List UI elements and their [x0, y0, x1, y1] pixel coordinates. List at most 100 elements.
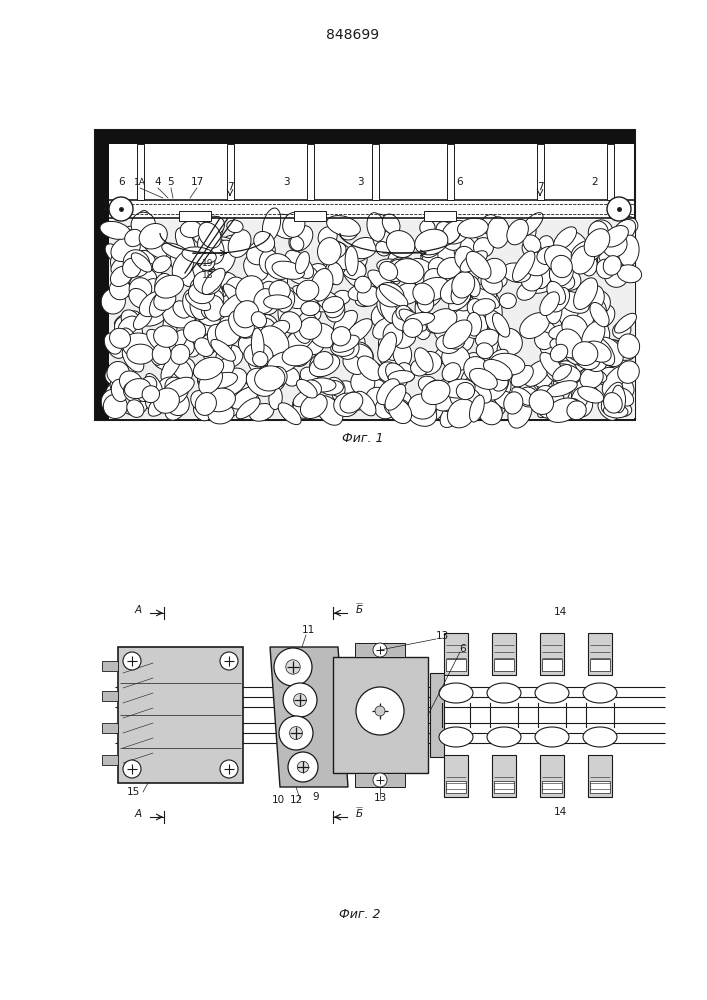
Ellipse shape	[325, 261, 341, 284]
Ellipse shape	[105, 380, 128, 405]
Ellipse shape	[206, 271, 227, 290]
Ellipse shape	[320, 264, 339, 284]
Ellipse shape	[604, 404, 628, 418]
Ellipse shape	[436, 263, 470, 287]
Ellipse shape	[469, 367, 497, 388]
Ellipse shape	[594, 337, 624, 367]
Ellipse shape	[415, 291, 431, 322]
Ellipse shape	[449, 291, 471, 311]
Ellipse shape	[436, 380, 454, 398]
Ellipse shape	[535, 727, 569, 747]
Ellipse shape	[472, 299, 496, 315]
Circle shape	[220, 652, 238, 670]
Bar	[380, 220, 635, 418]
Ellipse shape	[566, 253, 585, 269]
Ellipse shape	[452, 365, 472, 381]
Ellipse shape	[436, 222, 461, 250]
Ellipse shape	[537, 236, 554, 255]
Ellipse shape	[255, 366, 285, 391]
Ellipse shape	[193, 357, 223, 380]
Ellipse shape	[382, 214, 400, 234]
Ellipse shape	[571, 314, 595, 341]
Ellipse shape	[597, 259, 614, 279]
Ellipse shape	[110, 328, 131, 348]
Ellipse shape	[180, 259, 203, 285]
Ellipse shape	[344, 344, 373, 367]
Ellipse shape	[556, 301, 580, 330]
Text: 1: 1	[102, 202, 108, 212]
Ellipse shape	[564, 348, 587, 365]
Ellipse shape	[592, 337, 614, 366]
Circle shape	[356, 687, 404, 735]
Ellipse shape	[232, 296, 251, 317]
Ellipse shape	[277, 289, 295, 312]
Ellipse shape	[247, 350, 274, 377]
Ellipse shape	[139, 291, 168, 317]
Ellipse shape	[244, 343, 273, 367]
Text: 13: 13	[373, 793, 387, 803]
Ellipse shape	[190, 294, 209, 320]
Ellipse shape	[129, 278, 152, 300]
Ellipse shape	[599, 244, 625, 267]
Ellipse shape	[247, 240, 275, 265]
Ellipse shape	[195, 244, 222, 270]
Ellipse shape	[554, 227, 576, 250]
Ellipse shape	[300, 367, 318, 384]
Ellipse shape	[457, 368, 476, 384]
Ellipse shape	[182, 247, 216, 264]
Ellipse shape	[584, 290, 610, 316]
Ellipse shape	[602, 233, 627, 257]
Ellipse shape	[203, 346, 219, 362]
Ellipse shape	[581, 254, 597, 276]
Ellipse shape	[439, 683, 473, 703]
Ellipse shape	[146, 269, 163, 286]
Ellipse shape	[413, 283, 434, 305]
Ellipse shape	[383, 258, 416, 282]
Ellipse shape	[229, 285, 252, 310]
Ellipse shape	[118, 282, 132, 296]
Ellipse shape	[170, 357, 192, 381]
Ellipse shape	[199, 368, 223, 394]
Ellipse shape	[384, 309, 409, 332]
Ellipse shape	[590, 342, 620, 364]
Ellipse shape	[265, 341, 288, 360]
Ellipse shape	[312, 297, 332, 312]
Ellipse shape	[363, 379, 388, 405]
Ellipse shape	[208, 304, 228, 320]
Ellipse shape	[540, 352, 563, 379]
Ellipse shape	[547, 381, 577, 397]
Ellipse shape	[355, 286, 383, 306]
Ellipse shape	[182, 249, 201, 281]
Ellipse shape	[487, 683, 521, 703]
Ellipse shape	[259, 365, 281, 381]
Ellipse shape	[327, 262, 344, 285]
Ellipse shape	[139, 223, 168, 249]
Ellipse shape	[603, 340, 635, 360]
Ellipse shape	[207, 324, 232, 354]
Ellipse shape	[141, 307, 168, 326]
Ellipse shape	[513, 251, 535, 282]
Ellipse shape	[355, 391, 376, 416]
Ellipse shape	[124, 251, 147, 275]
Ellipse shape	[215, 274, 240, 294]
Ellipse shape	[486, 310, 504, 333]
Ellipse shape	[194, 232, 216, 247]
Ellipse shape	[436, 334, 460, 353]
Ellipse shape	[257, 318, 275, 335]
Ellipse shape	[197, 306, 221, 326]
Ellipse shape	[259, 281, 277, 299]
Ellipse shape	[494, 391, 518, 410]
Ellipse shape	[110, 279, 130, 300]
Ellipse shape	[551, 341, 573, 368]
Bar	[102, 691, 118, 701]
Ellipse shape	[378, 362, 398, 382]
Ellipse shape	[252, 352, 268, 367]
Ellipse shape	[120, 230, 139, 249]
Ellipse shape	[332, 381, 356, 403]
Ellipse shape	[338, 333, 357, 354]
Ellipse shape	[111, 379, 128, 402]
Ellipse shape	[293, 286, 320, 302]
Text: —: —	[356, 600, 363, 606]
Ellipse shape	[618, 361, 639, 383]
Ellipse shape	[371, 305, 390, 327]
